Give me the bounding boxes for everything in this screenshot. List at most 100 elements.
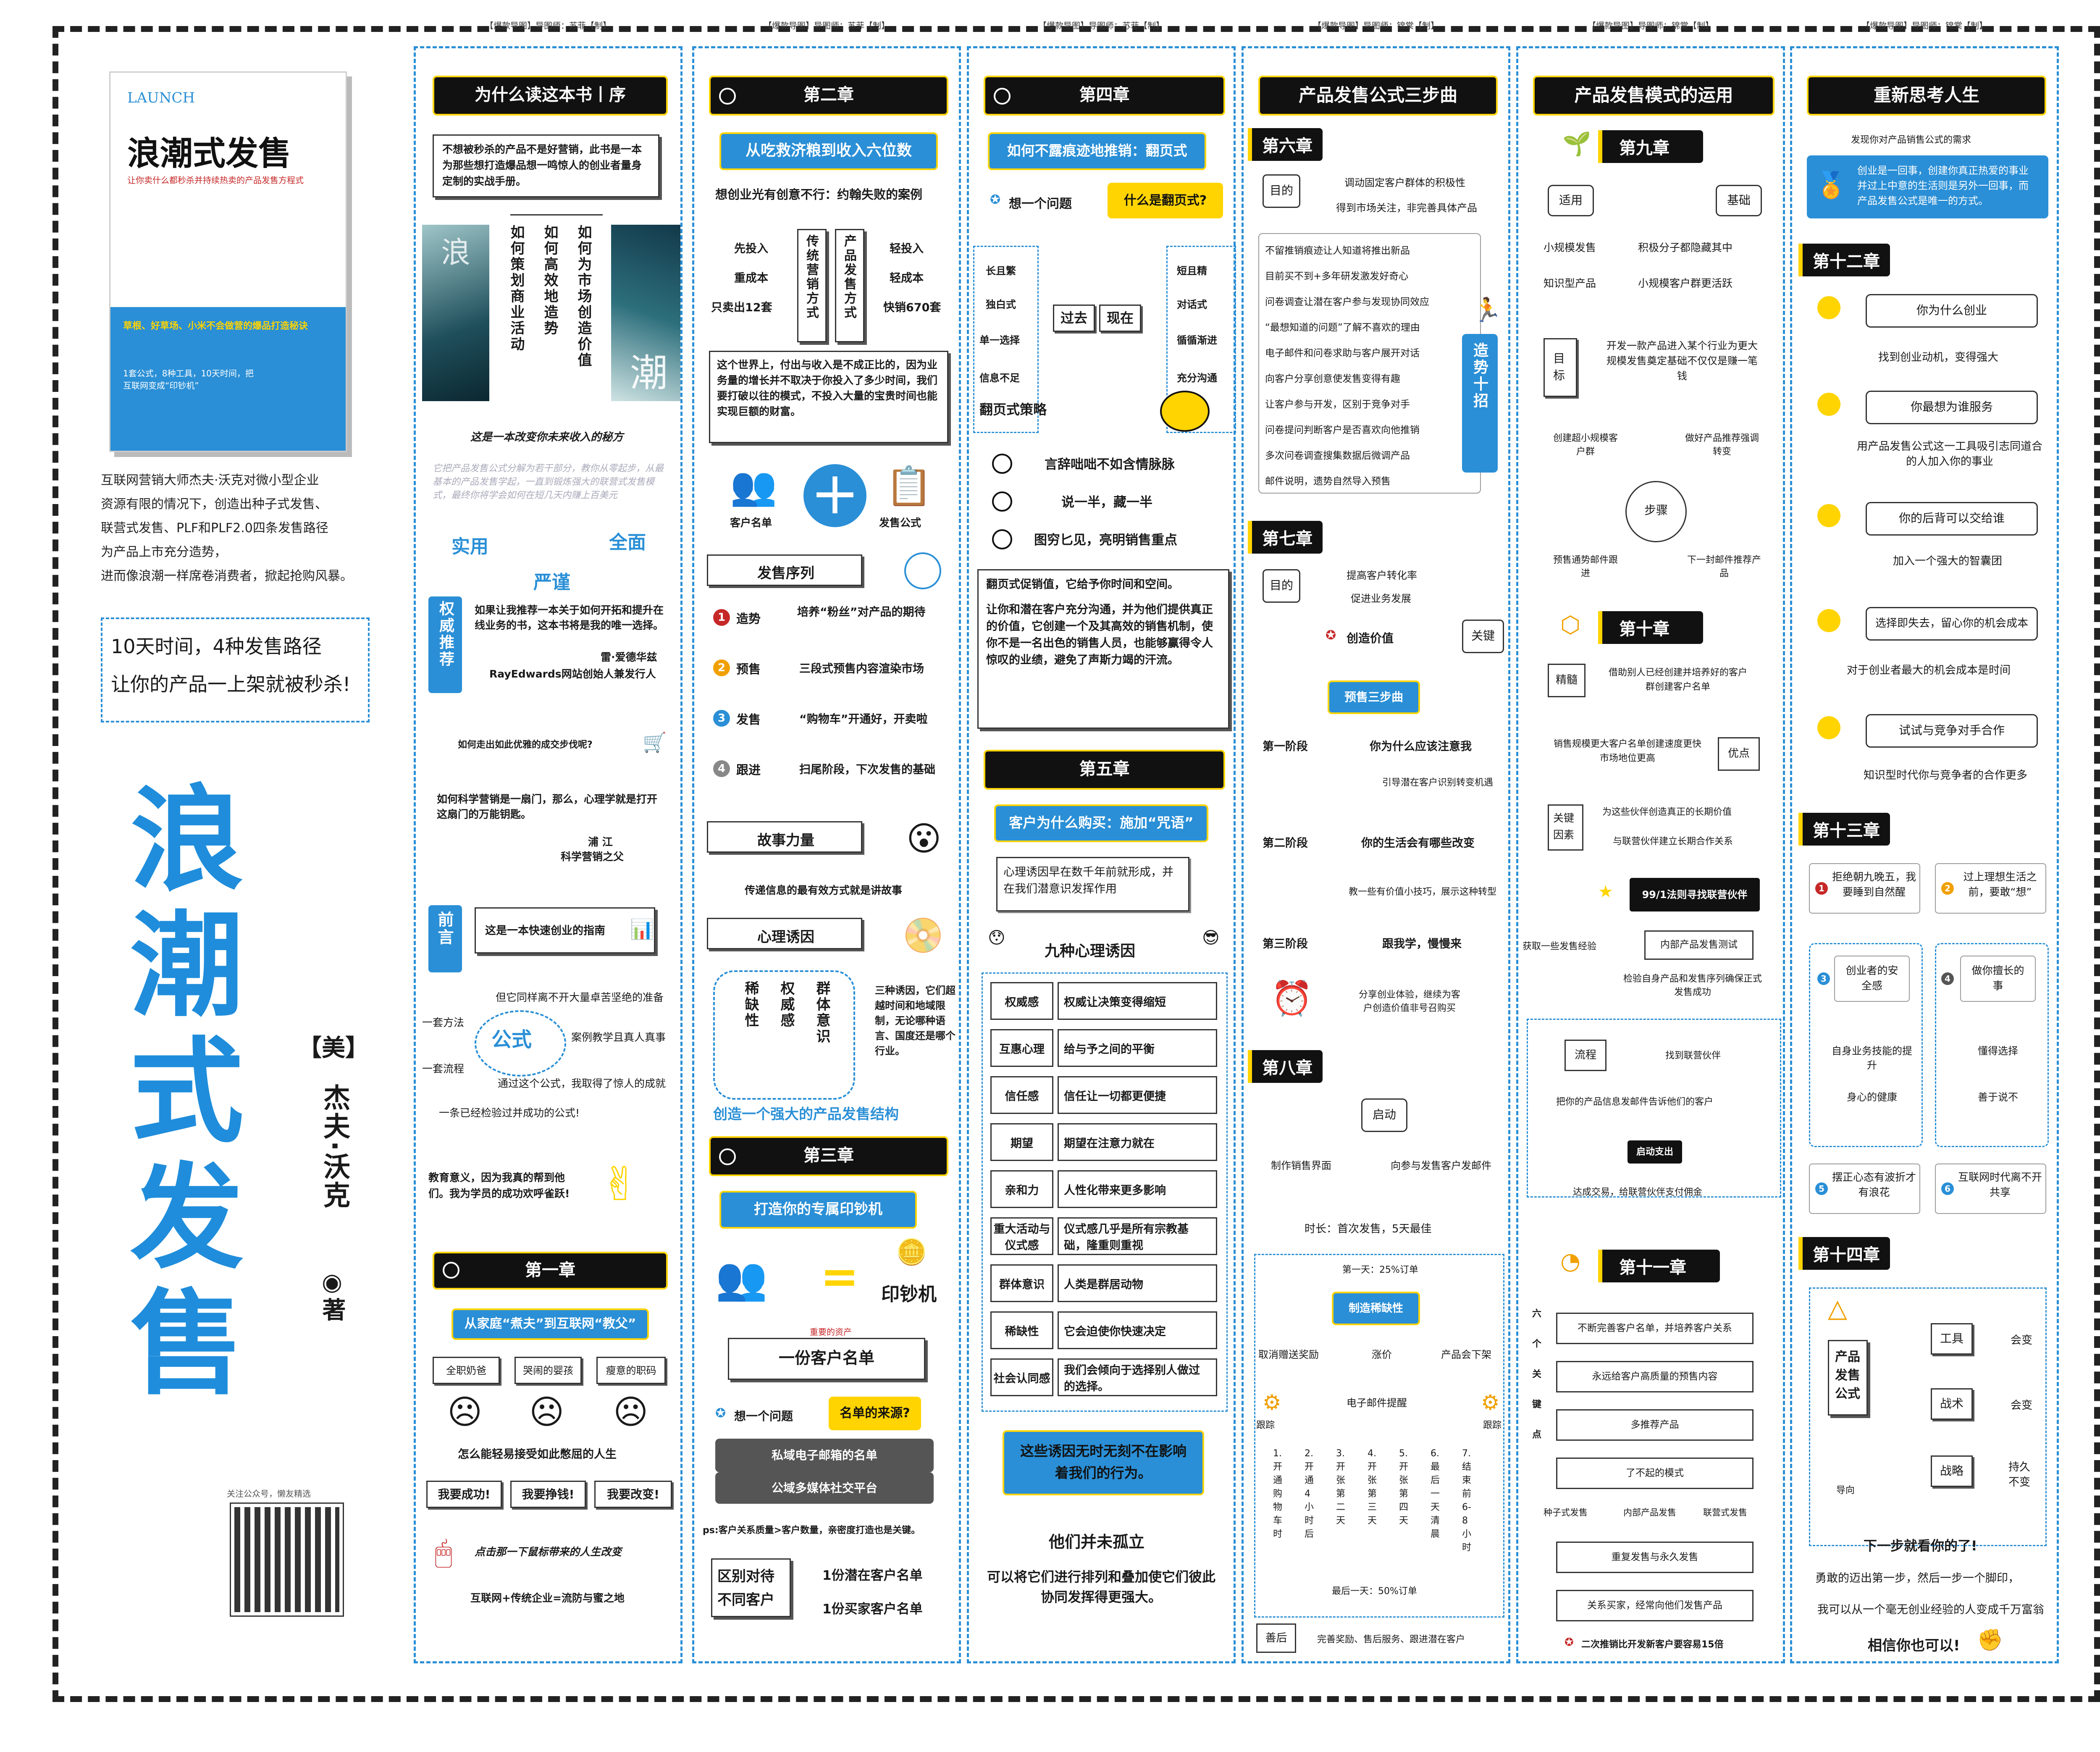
ch8-scar-1: 取消赠送奖励 (1258, 1349, 1319, 1361)
icon-label-list: 客户名单 (730, 517, 772, 529)
preface-header: 为什么读这本书丨序 (433, 76, 668, 116)
compass-icon (904, 552, 941, 589)
ch1-want-1: 我要成功! (426, 1481, 502, 1508)
rethink-header: 重新思考人生 (1807, 76, 2046, 116)
recommend-by: 雷·爱德华兹 (601, 651, 657, 663)
ch9-fit-2: 知识型产品 (1544, 277, 1596, 289)
sprout-icon: 🌱 (1562, 130, 1591, 157)
ch4-q-icon: ✪ (990, 192, 1001, 207)
book-footer: 1套公式，8种工具，10天时间，把互联网变成“印钞机” (123, 368, 254, 391)
ch4-left-4: 信息不足 (979, 372, 1020, 384)
question-elegant: 如何走出如此优雅的成交步伐呢? (458, 740, 593, 750)
column-ch4-ch5: 【爆款导图】导图师：苏菲【制】 第四章 如何不露痕迹地推销：翻页式 ✪ 想一个问… (967, 21, 1236, 1663)
chapter-8-tab: 第八章 (1248, 1050, 1323, 1083)
end-1: 下一步就看你的了! (1864, 1538, 1977, 1554)
ch8-scar-2: 涨价 (1372, 1349, 1392, 1361)
formula-label: 公式 (491, 1028, 532, 1051)
plus-icon: + (803, 464, 866, 527)
ch9-goal-text: 开发一款产品进入某个行业为更大规模发售奠定基础不仅仅是赚一笔钱 (1606, 340, 1758, 382)
ch6-goal-2: 得到市场关注，非完善具体产品 (1336, 202, 1477, 214)
guide-box (475, 907, 655, 953)
tiny-2: 内部产品发售 (1623, 1508, 1676, 1518)
method-note-5: 通过这个公式，我取得了惊人的成就 (498, 1077, 666, 1090)
ch14-tactic: 战术 (1931, 1388, 1973, 1420)
word-comprehensive: 全面 (609, 532, 646, 553)
ch1-want-2: 我要挣钱! (510, 1481, 586, 1508)
chapter-10-tab: 第十章 (1598, 611, 1703, 644)
ch14-tool-v: 会变 (2011, 1334, 2033, 1347)
method-note-3: 案例教学且真人真事 (571, 1031, 666, 1043)
outer-dashed-frame (52, 26, 2100, 1702)
ch8-after: 善后 (1256, 1623, 1296, 1653)
ch14-tool: 工具 (1931, 1323, 1973, 1355)
ch14-guide: 导向 (1836, 1485, 1855, 1496)
seq-header (707, 554, 862, 586)
science-quote: 如何科学营销是一扇门，那么，心理学就是打开这扇门的万能钥匙。 (437, 793, 658, 820)
ch4-q: 想一个问题 (1009, 197, 1072, 211)
stage-2-b: 教一些有价值小技巧，展示这种转型 (1349, 887, 1497, 897)
chapter-5-header: 第五章 (984, 750, 1225, 790)
tiny-3: 联营式发售 (1703, 1508, 1747, 1518)
ch9-base-2: 小规模客户群更活跃 (1638, 277, 1733, 289)
asset-label: 重要的资产 (810, 1327, 852, 1337)
credit-3: 【爆款导图】导图师：苏菲【制】 (1038, 21, 1164, 31)
book-cover: LAUNCH 浪潮式发售 让你卖什么都秒杀并持续热卖的产品发售方程式 草根、好草… (109, 71, 347, 452)
seq-label: 发售序列 (757, 565, 814, 582)
ch1-want-3: 我要改变! (594, 1481, 672, 1508)
ch10-expert: 精髓 (1548, 664, 1586, 697)
stage-3-b: 分享创业体验，继续为客户创造价值非号召购买 (1358, 990, 1460, 1014)
ch10-factor-2: 与联营伙伴建立长期合作关系 (1613, 836, 1733, 847)
column-modes: 【爆款导图】导图师：锦棠【制】 产品发售模式的运用 🌱 第九章 适用 基础 小规… (1516, 21, 1785, 1663)
ch3-q-icon: ✪ (715, 1406, 726, 1421)
end-3: 我可以从一个毫无创业经验的人变成千万富翁 (1817, 1603, 2044, 1616)
ch1-question: 怎么能轻易接受如此憋屈的人生 (458, 1448, 617, 1461)
icon-label-formula: 发售公式 (879, 517, 921, 529)
ch1-item-3: 瘦意的职码 (596, 1357, 666, 1384)
ch10-find: 找到联营伙伴 (1665, 1051, 1721, 1061)
psy-label: 心理诱因 (757, 929, 814, 946)
team-icon: 👥 (715, 1254, 768, 1303)
seq-step-name: 造势 (736, 612, 761, 626)
science-by: 浦 江 (588, 836, 613, 848)
nine-title: 九种心理诱因 (1045, 943, 1136, 960)
preface-quote: 不想被秒杀的产品不是好营销，此书是一本为那些想打造爆品想一鸣惊人的创业者量身定制… (433, 134, 659, 197)
motive-desc: 期望在注意力就在 (1058, 1123, 1217, 1161)
ch8-follow-2: 跟踪 (1483, 1420, 1502, 1431)
chapter-3-sub: 打造你的专属印钞机 (719, 1191, 917, 1229)
chapter-11-tab: 第十一章 (1598, 1250, 1720, 1282)
cool-face-icon: 😎 (1202, 928, 1220, 948)
method-note-4: 一套流程 (422, 1063, 465, 1075)
column-preface: 【爆款导图】导图师：苏菲【制】 为什么读这本书丨序 不想被秒杀的产品不是好营销，… (414, 21, 682, 1663)
motive-name: 亲和力 (990, 1170, 1053, 1208)
ch4-qa: 什么是翻页式? (1108, 183, 1223, 218)
chapter-7-tab: 第七章 (1248, 521, 1323, 554)
ch3-src-2: 公域多媒体社交平台 (715, 1472, 934, 1504)
sad-face-icon-2: ☹ (529, 1392, 564, 1432)
ch4-promo: 翻页式促销值，它给予你时间和空间。 让你和潜在客户充分沟通，并为他们提供真正的价… (977, 569, 1229, 729)
ch10-flow-dashed (1527, 1019, 1781, 1198)
ch4-now: 现在 (1099, 305, 1141, 332)
stage-2-a: 你的生活会有哪些改变 (1361, 837, 1475, 850)
modes-header: 产品发售模式的运用 (1533, 76, 1774, 116)
qr-caption: 关注公众号，懒友精选 (227, 1489, 311, 1499)
alone-text: 可以将它们进行排列和叠加使它们彼此协同发挥得更强大。 (987, 1569, 1215, 1605)
ch10-adv: 优点 (1718, 737, 1760, 771)
six-points-label: 六个关键点 (1530, 1308, 1541, 1460)
printer-label: 印钞机 (881, 1284, 937, 1305)
method-note-2: 一套方法 (422, 1017, 465, 1029)
surprised-face-icon: 😮 (906, 819, 942, 858)
sad-face-icon: ☹ (447, 1392, 483, 1432)
ch14-formula: 产品发售公式 (1828, 1340, 1868, 1416)
tiny-1: 种子式发售 (1544, 1508, 1588, 1518)
motive-name: 信任感 (990, 1076, 1053, 1114)
motive-name: 群体意识 (990, 1264, 1053, 1302)
ch4-past: 过去 (1053, 305, 1095, 332)
chapter-1-sub: 从家庭“煮夫”到互联网“教父” (452, 1308, 649, 1340)
ch8-after-text: 完善奖励、售后服务、跟进潜在客户 (1317, 1634, 1465, 1645)
chapter-1-header: 第一章 (433, 1252, 668, 1290)
note-icon: ✪ (1564, 1636, 1574, 1649)
ch2-left-3: 只卖出12套 (711, 301, 772, 314)
vinyl-icon: 📀 (902, 916, 944, 955)
qr-code[interactable] (230, 1502, 344, 1617)
